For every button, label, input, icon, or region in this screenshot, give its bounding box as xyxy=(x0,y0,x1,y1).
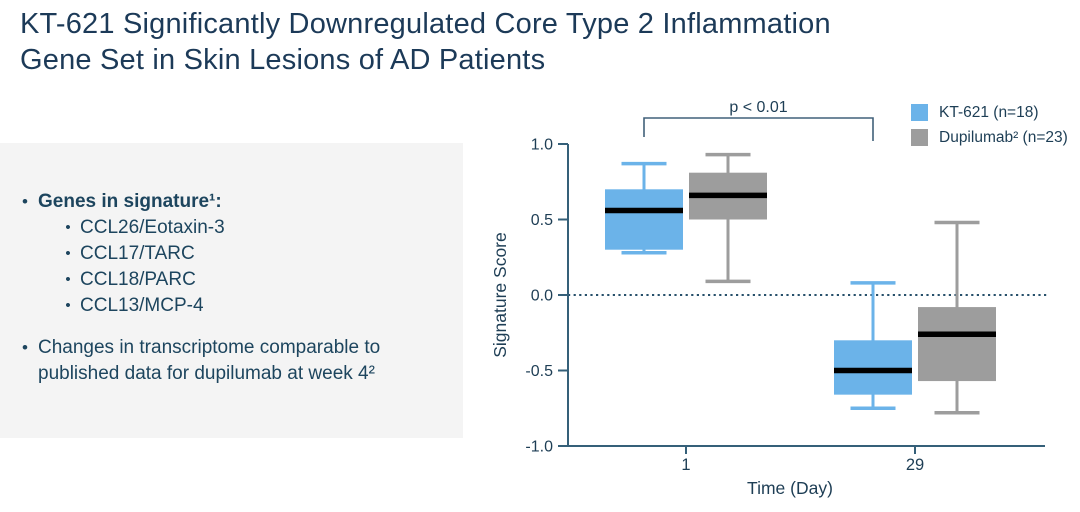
bullet-icon: • xyxy=(65,245,71,262)
x-tick-label: 1 xyxy=(681,456,690,474)
list-item: • CCL26/Eotaxin-3 xyxy=(56,215,435,241)
page-title-line-1: KT-621 Significantly Downregulated Core … xyxy=(20,8,831,40)
list-item: • CCL18/PARC xyxy=(56,267,435,293)
legend-item-kt621: KT-621 (n=18) xyxy=(911,100,1068,125)
legend-item-dupilumab: Dupilumab² (n=23) xyxy=(911,125,1068,150)
bullet-genes-heading: • Genes in signature¹: xyxy=(12,189,435,215)
chart-legend: KT-621 (n=18) Dupilumab² (n=23) xyxy=(911,100,1068,150)
legend-label-dupilumab: Dupilumab² (n=23) xyxy=(939,129,1068,146)
x-tick-label: 29 xyxy=(906,456,924,474)
genes-info-panel: • Genes in signature¹: • CCL26/Eotaxin-3… xyxy=(0,143,463,438)
bullet-icon: • xyxy=(65,219,71,236)
significance-bracket xyxy=(643,117,874,141)
boxplot-svg: 1.0 0.5 0.0 -0.5 -1.0 1 29 Time (Day) Signature … xyxy=(490,99,1048,498)
bullet-icon: • xyxy=(65,297,71,314)
gene-name: CCL17/TARC xyxy=(80,243,195,264)
page-title-line-2: Gene Set in Skin Lesions of AD Patients xyxy=(20,44,546,76)
y-tick-label: -0.5 xyxy=(525,363,553,380)
y-tick-label: -1.0 xyxy=(525,439,553,456)
kt621-swatch-icon xyxy=(911,104,928,121)
bullet-icon: • xyxy=(22,192,28,211)
gene-name: CCL18/PARC xyxy=(80,269,196,290)
bullet-icon: • xyxy=(22,338,28,357)
genes-heading-text: Genes in signature¹: xyxy=(38,191,222,212)
y-axis-title: Signature Score xyxy=(490,232,510,358)
box-kt-621-n-18-day-29-iqr xyxy=(834,340,912,395)
legend-label-kt621: KT-621 (n=18) xyxy=(939,104,1039,121)
boxplot-chart: 1.0 0.5 0.0 -0.5 -1.0 1 29 Time (Day) Signature … xyxy=(490,90,1080,512)
y-tick-label: 1.0 xyxy=(531,137,553,154)
gene-name: CCL26/Eotaxin-3 xyxy=(80,217,225,238)
x-axis-title: Time (Day) xyxy=(747,478,833,498)
page-title: KT-621 Significantly Downregulated Core … xyxy=(20,6,1030,78)
transcriptome-note-text: Changes in transcriptome comparable to p… xyxy=(38,337,381,384)
y-tick-label: 0.0 xyxy=(531,288,553,305)
gene-name: CCL13/MCP-4 xyxy=(80,295,204,316)
bullet-transcriptome-note: • Changes in transcriptome comparable to… xyxy=(12,335,435,387)
box-kt-621-n-18-day-1-iqr xyxy=(605,189,683,250)
p-value-label: p < 0.01 xyxy=(729,99,787,116)
bullet-icon: • xyxy=(65,271,71,288)
dupilumab-swatch-icon xyxy=(911,129,928,146)
list-item: • CCL13/MCP-4 xyxy=(56,293,435,319)
list-item: • CCL17/TARC xyxy=(56,241,435,267)
y-tick-label: 0.5 xyxy=(531,212,553,229)
box-dupilumab-n-23-day-29-iqr xyxy=(918,307,996,382)
